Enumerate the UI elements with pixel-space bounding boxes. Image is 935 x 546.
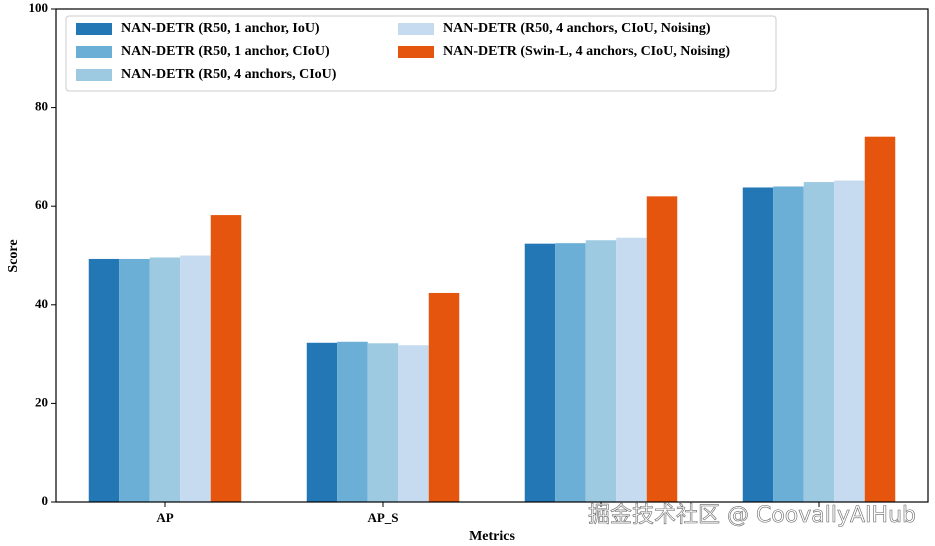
- legend-swatch: [76, 69, 112, 81]
- legend-swatch: [76, 46, 112, 58]
- bar: [803, 182, 835, 502]
- legend-swatch: [398, 46, 434, 58]
- bar: [524, 243, 556, 502]
- y-tick-label: 40: [35, 296, 48, 311]
- bar: [367, 343, 399, 502]
- bar: [306, 342, 338, 502]
- bar: [210, 215, 242, 502]
- x-axis-label: Metrics: [469, 529, 515, 544]
- watermark: 掘金技术社区 @ CoovallyAIHub: [588, 503, 916, 528]
- y-tick-label: 100: [29, 0, 49, 15]
- legend-label: NAN-DETR (R50, 4 anchors, CIoU): [121, 67, 337, 82]
- legend-label: NAN-DETR (R50, 1 anchor, CIoU): [121, 44, 330, 59]
- bar: [773, 186, 804, 503]
- bar: [337, 341, 368, 502]
- legend-label: NAN-DETR (Swin-L, 4 anchors, CIoU, Noisi…: [443, 44, 730, 59]
- x-tick-label: AP: [156, 510, 173, 525]
- bar: [864, 136, 896, 502]
- bar: [119, 258, 150, 502]
- y-tick-label: 0: [42, 493, 49, 508]
- legend-label: NAN-DETR (R50, 4 anchors, CIoU, Noising): [443, 21, 711, 36]
- bar: [149, 257, 181, 502]
- legend-label: NAN-DETR (R50, 1 anchor, IoU): [121, 21, 320, 36]
- y-axis-label: Score: [6, 239, 21, 272]
- y-tick-label: 20: [35, 394, 48, 409]
- bar: [398, 345, 429, 502]
- bar: [646, 196, 678, 502]
- bar: [180, 255, 211, 502]
- y-tick-label: 80: [35, 99, 48, 114]
- x-tick-label: AP_S: [367, 510, 398, 525]
- legend-swatch: [398, 23, 434, 35]
- y-tick-label: 60: [35, 197, 48, 212]
- bar: [585, 240, 617, 503]
- legend-swatch: [76, 23, 112, 35]
- bar: [742, 187, 774, 502]
- bar: [88, 258, 120, 502]
- bar: [428, 292, 460, 502]
- bar: [616, 237, 647, 502]
- bar: [834, 180, 865, 502]
- bar: [555, 243, 586, 503]
- plot-frame: [55, 8, 929, 503]
